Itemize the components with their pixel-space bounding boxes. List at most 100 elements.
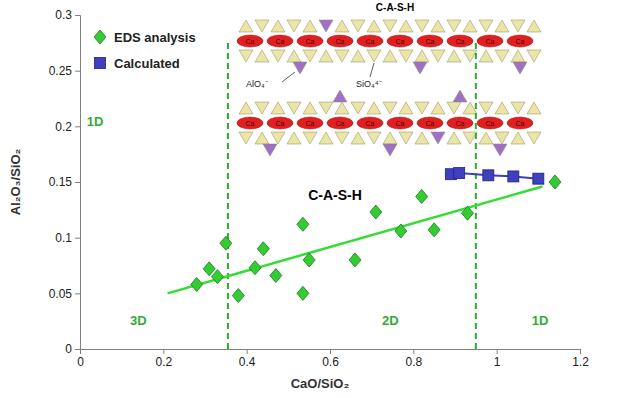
- alo4-label: AlO₄⁻: [246, 79, 268, 89]
- sio4-tetrahedron: [335, 132, 349, 144]
- ca-layer: [507, 35, 533, 47]
- ca-layer: [477, 35, 503, 47]
- ca-layer: [297, 117, 323, 129]
- sio4-tetrahedron: [303, 102, 317, 114]
- y-tick-mark: [75, 349, 80, 350]
- sio4-tetrahedron: [319, 50, 333, 62]
- y-tick-mark: [75, 238, 80, 239]
- sio4-tetrahedron: [479, 20, 493, 32]
- sio4-tetrahedron: [351, 102, 365, 114]
- data-point: [416, 189, 428, 203]
- legend: EDS analysisCalculated: [94, 30, 196, 71]
- alo4-arrow: [282, 72, 295, 82]
- x-tick-mark: [330, 349, 331, 354]
- data-point: [220, 236, 232, 250]
- data-point: [257, 242, 269, 256]
- data-point: [249, 261, 261, 275]
- data-point: [203, 262, 215, 276]
- sio4-tetrahedron: [479, 132, 493, 144]
- x-tick: 0.8: [405, 349, 422, 369]
- sio4-tetrahedron: [287, 50, 301, 62]
- legend-marker: [95, 58, 106, 69]
- sio4-tetrahedron: [431, 102, 445, 114]
- ca-label: Ca: [276, 38, 285, 45]
- sio4-tetrahedron: [255, 50, 269, 62]
- sio4-tetrahedron: [495, 102, 509, 114]
- ca-label: Ca: [396, 120, 405, 127]
- data-point: [462, 206, 474, 220]
- ca-layer: [447, 35, 473, 47]
- data-point: [212, 270, 224, 284]
- sio4-tetrahedron: [431, 50, 445, 62]
- sio4-tetrahedron: [511, 102, 525, 114]
- ca-layer: [417, 35, 443, 47]
- sio4-tetrahedron: [527, 102, 541, 114]
- alo4-tetrahedron: [431, 132, 445, 144]
- sio4-tetrahedron: [255, 102, 269, 114]
- x-tick: 0: [77, 349, 84, 369]
- sio4-tetrahedron: [383, 132, 397, 144]
- sio4-tetrahedron: [367, 102, 381, 114]
- sio4-tetrahedron: [239, 102, 253, 114]
- x-tick-label: 0.4: [239, 355, 256, 369]
- ca-layer: [237, 117, 263, 129]
- y-tick-label: 0: [65, 342, 72, 356]
- y-tick-mark: [75, 126, 80, 127]
- sio4-tetrahedron: [527, 20, 541, 32]
- y-tick-mark: [75, 293, 80, 294]
- x-tick-label: 0.6: [322, 355, 339, 369]
- ca-label: Ca: [336, 38, 345, 45]
- sio4-tetrahedron: [495, 132, 509, 144]
- alo4-tetrahedron: [413, 62, 427, 74]
- sio4-tetrahedron: [463, 20, 477, 32]
- y-tick-mark: [75, 182, 80, 183]
- annotation: C-A-S-H: [308, 187, 362, 203]
- x-tick-label: 0: [77, 355, 84, 369]
- sio4-tetrahedron: [383, 20, 397, 32]
- x-tick-mark: [413, 349, 414, 354]
- region-boundary: [475, 43, 477, 349]
- alo4-tetrahedron: [319, 20, 333, 32]
- data-point: [270, 269, 282, 283]
- ca-label: Ca: [426, 38, 435, 45]
- region-boundary: [227, 43, 229, 349]
- ca-layer: [387, 35, 413, 47]
- y-tick: 0.25: [49, 64, 80, 78]
- sio4-tetrahedron: [335, 50, 349, 62]
- ca-label: Ca: [276, 120, 285, 127]
- ca-label: Ca: [366, 38, 375, 45]
- data-point: [303, 253, 315, 267]
- annotation: 1D: [87, 114, 104, 129]
- sio4-tetrahedron: [495, 20, 509, 32]
- x-tick: 0.2: [155, 349, 172, 369]
- sio4-tetrahedron: [255, 132, 269, 144]
- y-tick-label: 0.25: [49, 64, 73, 78]
- ca-label: Ca: [396, 38, 405, 45]
- ca-layer: [237, 35, 263, 47]
- x-tick-mark: [163, 349, 164, 354]
- data-point: [232, 289, 244, 303]
- data-point: [349, 253, 361, 267]
- y-tick: 0.15: [49, 175, 80, 189]
- ca-label: Ca: [246, 120, 255, 127]
- y-axis-title: Al₂O₃/SiO₂: [8, 148, 23, 215]
- x-tick-label: 0.8: [405, 355, 422, 369]
- sio4-tetrahedron: [255, 20, 269, 32]
- ca-layer: [387, 117, 413, 129]
- ca-label: Ca: [456, 38, 465, 45]
- y-tick-label: 0.2: [55, 120, 72, 134]
- y-tick-label: 0.3: [55, 8, 72, 22]
- data-point: [191, 277, 203, 291]
- y-tick-label: 0.05: [49, 287, 73, 301]
- ca-layer: [447, 117, 473, 129]
- sio4-tetrahedron: [511, 132, 525, 144]
- y-tick: 0.05: [49, 287, 80, 301]
- plot-marks: [168, 43, 562, 349]
- sio4-tetrahedron: [239, 20, 253, 32]
- sio4-tetrahedron: [399, 50, 413, 62]
- data-point: [297, 217, 309, 231]
- x-tick: 1.2: [572, 349, 589, 369]
- sio4-tetrahedron: [351, 132, 365, 144]
- ca-label: Ca: [456, 120, 465, 127]
- sio4-tetrahedron: [495, 50, 509, 62]
